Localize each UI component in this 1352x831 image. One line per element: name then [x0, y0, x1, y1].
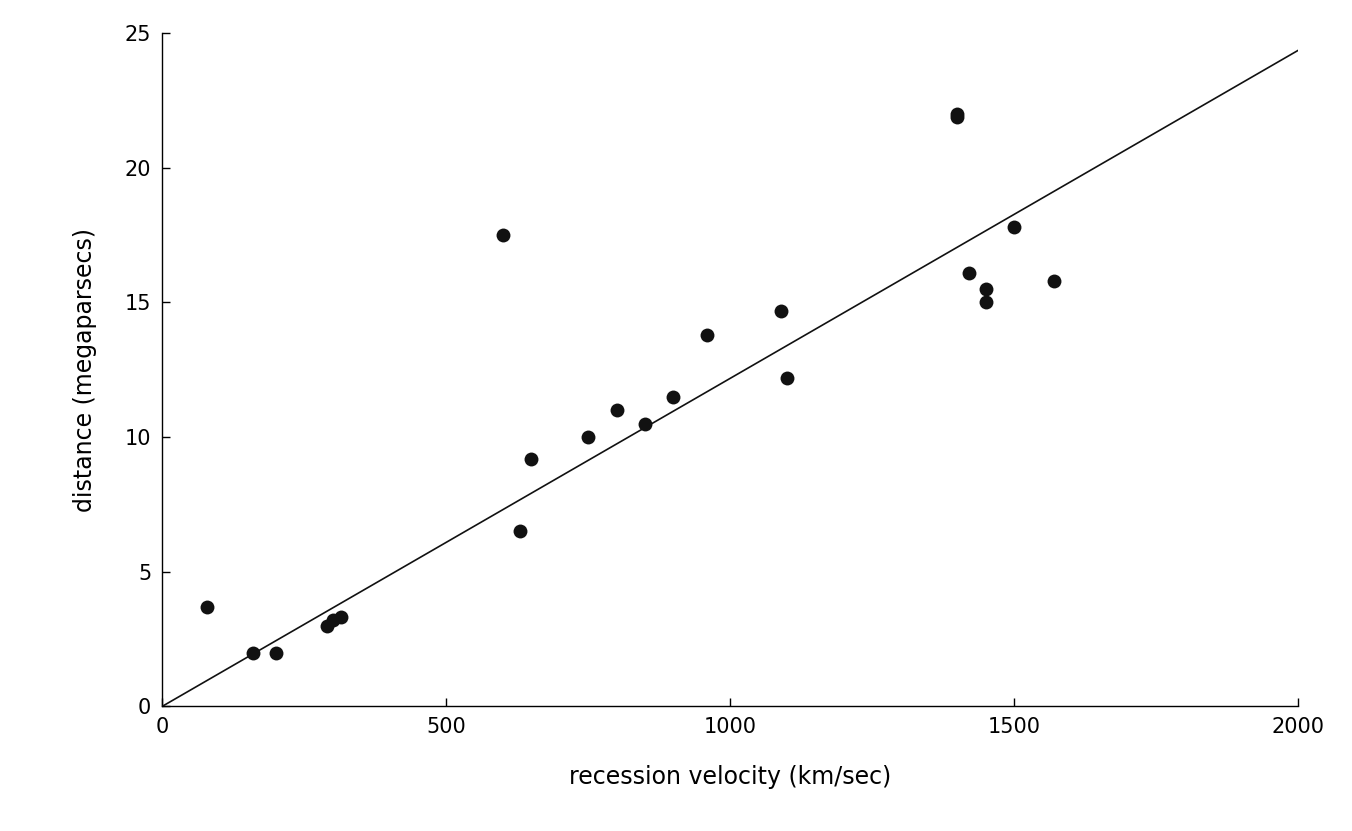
Point — [577, 430, 599, 444]
Point — [1042, 274, 1064, 288]
Point — [521, 452, 542, 465]
Point — [242, 646, 264, 659]
Point — [662, 390, 684, 403]
Point — [510, 524, 531, 538]
Point — [946, 107, 968, 120]
Y-axis label: distance (megaparsecs): distance (megaparsecs) — [73, 228, 97, 512]
Point — [634, 417, 656, 430]
Point — [606, 404, 627, 417]
Point — [975, 283, 996, 296]
Point — [957, 266, 979, 279]
Point — [696, 328, 718, 342]
Point — [975, 296, 996, 309]
Point — [196, 600, 218, 613]
Point — [1003, 220, 1025, 234]
Point — [330, 611, 352, 624]
Point — [776, 371, 798, 385]
Point — [946, 110, 968, 123]
Point — [265, 646, 287, 659]
Point — [771, 304, 792, 317]
Point — [492, 229, 514, 242]
X-axis label: recession velocity (km/sec): recession velocity (km/sec) — [569, 765, 891, 789]
Point — [322, 613, 343, 627]
Point — [316, 619, 338, 632]
